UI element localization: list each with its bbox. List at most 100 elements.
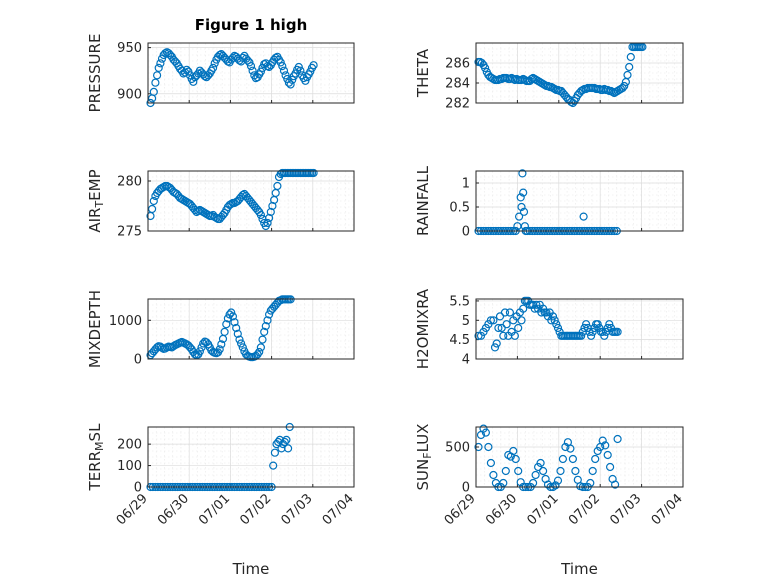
y-axis-label: PRESSURE	[86, 34, 104, 113]
data-point	[149, 87, 158, 97]
axes-frame	[475, 170, 684, 232]
data-point	[532, 300, 541, 309]
data-point	[613, 434, 622, 444]
x-tick-label: 06/29	[114, 491, 151, 528]
data-point	[567, 97, 576, 107]
y-tick-label: 280	[117, 175, 142, 190]
x-tick-label: 07/03	[279, 491, 316, 528]
data-point	[510, 331, 520, 340]
data-point	[492, 339, 501, 348]
axes-frame	[475, 426, 684, 488]
y-tick-label: 275	[117, 225, 142, 240]
x-tick-label: 07/02	[237, 491, 274, 528]
data-point	[556, 466, 565, 476]
data-point	[552, 320, 561, 329]
data-point	[279, 66, 289, 75]
data-point	[474, 331, 483, 340]
data-point	[588, 466, 597, 476]
data-point	[548, 312, 558, 321]
axes-frame	[475, 298, 684, 360]
data-point	[232, 323, 241, 333]
data-point	[486, 458, 495, 468]
x-tick-label: 07/04	[649, 491, 686, 528]
data-point	[281, 71, 290, 80]
data-series	[146, 48, 318, 108]
data-point	[228, 312, 237, 321]
y-tick-label: 5.5	[449, 294, 470, 309]
data-point	[566, 444, 575, 453]
data-point	[543, 81, 553, 91]
data-point	[577, 331, 586, 340]
data-point	[625, 62, 634, 72]
data-point	[258, 335, 267, 344]
data-point	[551, 481, 560, 490]
data-point	[553, 476, 563, 485]
y-axis-label: TERRMSL	[86, 423, 106, 492]
data-point	[282, 435, 291, 444]
data-point	[603, 450, 612, 460]
data-point	[500, 308, 510, 317]
data-point	[212, 213, 221, 223]
data-point	[220, 327, 229, 336]
axes-frame	[147, 298, 355, 360]
data-point	[246, 61, 256, 71]
data-point	[215, 345, 224, 354]
data-point	[579, 212, 588, 221]
data-point	[207, 211, 216, 221]
x-tick-label: 07/01	[196, 491, 233, 528]
data-point	[154, 63, 163, 73]
data-point	[613, 327, 622, 336]
data-point	[571, 466, 580, 476]
data-point	[481, 428, 490, 437]
data-point	[228, 53, 237, 62]
data-point	[227, 308, 236, 317]
data-point	[598, 436, 607, 445]
data-point	[490, 343, 500, 352]
data-point	[519, 207, 529, 216]
data-point	[502, 320, 511, 329]
data-series	[146, 295, 295, 362]
data-point	[547, 316, 556, 325]
data-point	[536, 458, 545, 468]
data-point	[255, 347, 264, 357]
data-point	[501, 466, 510, 476]
y-tick-label: 4.5	[449, 333, 470, 348]
data-point	[514, 466, 523, 476]
data-point	[531, 470, 540, 480]
data-point	[230, 318, 239, 327]
axes-frame	[475, 42, 684, 104]
data-point	[486, 316, 495, 325]
data-point	[189, 77, 198, 86]
subplot-grid: 900 950 PRESSURE 282 284 286 THETA 275 280 AIRTEM…	[86, 34, 686, 578]
data-point	[620, 81, 629, 91]
data-point	[542, 308, 551, 317]
data-point	[233, 329, 242, 338]
data-point	[586, 331, 596, 340]
data-point	[580, 323, 589, 333]
axes-frame	[147, 426, 355, 488]
data-point	[520, 222, 530, 231]
data-point	[588, 327, 597, 336]
data-point	[519, 188, 528, 197]
data-point	[538, 466, 548, 476]
data-point	[581, 320, 591, 329]
data-point	[474, 442, 483, 452]
data-point	[603, 323, 612, 333]
data-point	[256, 67, 265, 76]
y-axis-label: SUNFLUX	[414, 424, 434, 491]
plot-background	[476, 171, 683, 231]
data-point	[149, 196, 158, 206]
data-point	[518, 169, 527, 178]
data-point	[558, 454, 568, 464]
data-point	[309, 168, 318, 178]
data-point	[270, 448, 279, 457]
data-point	[284, 444, 293, 453]
data-series	[474, 296, 622, 352]
data-point	[481, 63, 490, 73]
data-point	[238, 343, 247, 352]
y-tick-label: 282	[445, 97, 470, 112]
data-point	[268, 201, 277, 211]
y-tick-label: 4	[462, 353, 470, 368]
data-point	[593, 446, 602, 456]
